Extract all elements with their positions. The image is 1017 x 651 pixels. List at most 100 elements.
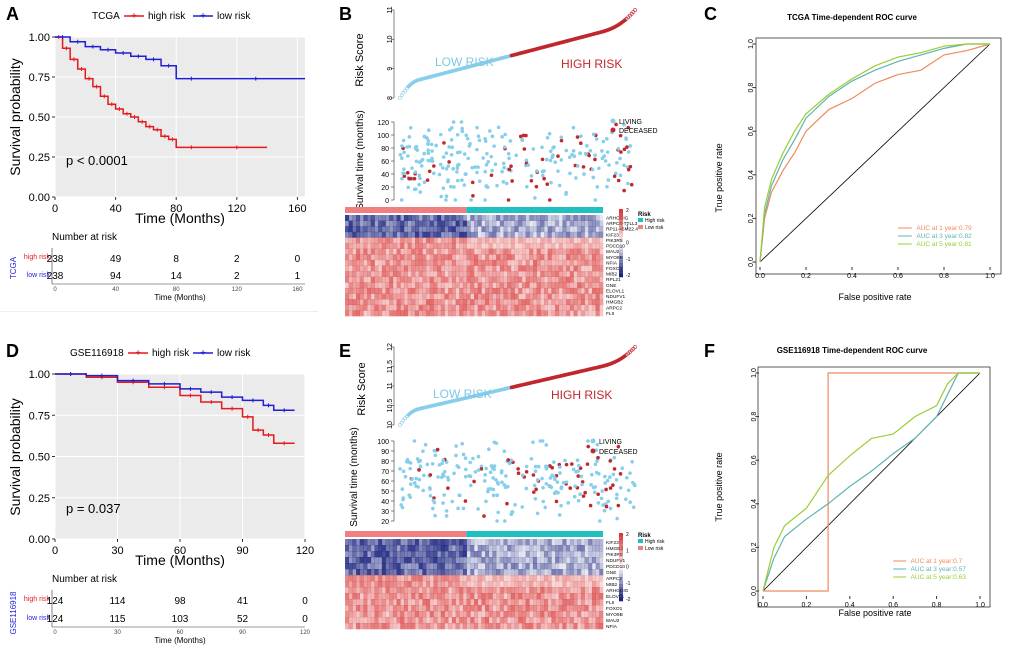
heat-cell	[492, 271, 497, 278]
heat-cell	[422, 563, 427, 570]
heat-cell	[521, 599, 526, 606]
heat-cell	[521, 310, 526, 317]
heat-cell	[573, 293, 578, 300]
heat-cell	[562, 304, 567, 311]
heat-cell	[529, 254, 534, 261]
heat-cell	[591, 557, 596, 564]
heat-cell	[591, 593, 596, 600]
heat-cell	[540, 287, 545, 294]
heat-cell	[444, 617, 449, 624]
heat-cell	[359, 265, 364, 272]
living-point	[550, 473, 554, 478]
heat-cell	[540, 611, 545, 618]
heat-cell	[595, 557, 600, 564]
heat-cell	[374, 231, 379, 238]
heat-cell	[345, 551, 349, 558]
heat-cell	[485, 299, 490, 306]
heat-cell	[540, 563, 545, 570]
living-point	[506, 151, 511, 156]
heat-cell	[584, 282, 589, 289]
living-point	[502, 165, 506, 170]
living-point	[567, 155, 572, 160]
heat-cell	[444, 276, 449, 283]
heat-cell	[374, 299, 379, 306]
heat-cell	[477, 237, 482, 244]
heat-cell	[558, 215, 563, 221]
living-point	[476, 468, 481, 472]
living-point	[451, 120, 456, 124]
heat-cell	[529, 276, 534, 283]
heat-cell	[348, 265, 353, 272]
heat-cell	[536, 593, 541, 600]
scale-step	[619, 215, 623, 220]
heat-cell	[595, 243, 600, 249]
heat-cell	[455, 310, 460, 317]
living-point	[504, 474, 508, 478]
scale-step	[619, 553, 623, 558]
heat-cell	[529, 563, 534, 570]
heat-cell	[345, 557, 349, 564]
heat-cell	[532, 276, 537, 283]
heat-cell	[348, 310, 353, 317]
heat-cell	[518, 259, 523, 266]
heat-cell	[547, 551, 552, 558]
heat-cell	[418, 304, 423, 311]
heat-cell	[558, 226, 563, 233]
heat-cell	[356, 605, 361, 612]
heat-cell	[396, 215, 401, 221]
heat-cell	[540, 599, 545, 606]
y-tick-label: 0.4	[748, 170, 755, 180]
heat-cell	[580, 282, 585, 289]
heat-cell	[403, 254, 408, 261]
heat-cell	[356, 569, 361, 576]
heat-cell	[352, 545, 357, 552]
heat-cell	[481, 254, 486, 261]
heat-cell	[356, 220, 361, 227]
heat-cell	[525, 623, 530, 630]
heat-cell	[595, 551, 600, 558]
scale-tick-label: -2	[626, 273, 631, 279]
heat-cell	[345, 623, 349, 630]
heat-cell	[580, 276, 585, 283]
heat-cell	[525, 581, 530, 588]
heat-cell	[577, 231, 582, 238]
heat-cell	[507, 304, 512, 311]
heat-cell	[525, 569, 530, 576]
heat-cell	[569, 215, 574, 221]
heat-cell	[536, 215, 541, 221]
heat-cell	[507, 276, 512, 283]
heat-cell	[433, 545, 438, 552]
heat-cell	[544, 569, 549, 576]
heat-cell	[540, 271, 545, 278]
living-point	[414, 159, 419, 164]
living-point	[536, 464, 541, 469]
heat-cell	[440, 599, 445, 606]
heat-cell	[429, 605, 434, 612]
heat-cell	[496, 581, 501, 588]
heat-cell	[503, 254, 508, 261]
heat-cell	[584, 599, 589, 606]
heat-cell	[352, 569, 357, 576]
heat-cell	[566, 539, 571, 546]
heat-cell	[521, 265, 526, 272]
heat-cell	[514, 215, 519, 221]
heat-cell	[562, 310, 567, 317]
heat-cell	[385, 605, 390, 612]
risk-point	[398, 96, 402, 100]
heat-cell	[588, 265, 593, 272]
heat-cell	[481, 599, 486, 606]
heat-cell	[503, 287, 508, 294]
heat-cell	[591, 611, 596, 618]
heat-cell	[356, 310, 361, 317]
heat-cell	[448, 575, 453, 582]
living-point	[575, 458, 580, 463]
heat-cell	[532, 304, 537, 311]
living-point	[524, 158, 529, 163]
heat-cell	[359, 587, 364, 594]
heat-cell	[485, 276, 490, 283]
heat-cell	[466, 587, 471, 594]
heat-cell	[525, 557, 530, 564]
heat-cell	[499, 248, 504, 255]
heat-cell	[562, 575, 567, 582]
